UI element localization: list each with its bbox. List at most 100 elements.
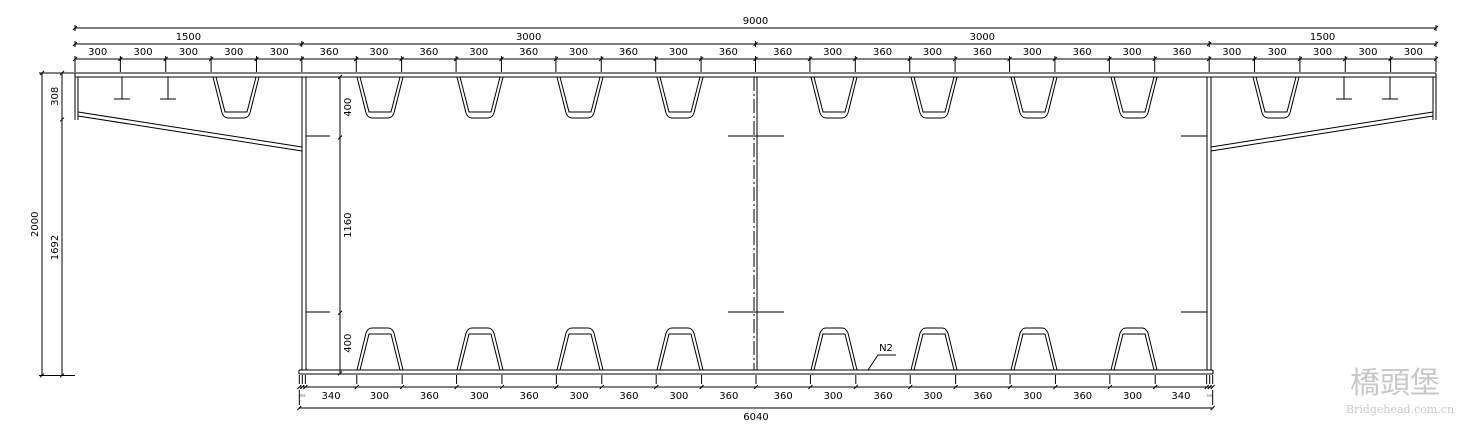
dim-tick [699,384,704,390]
dim-label: 1500 [1310,32,1335,43]
dim-tick [753,384,759,390]
dim-label: 308 [50,87,61,106]
dim-tick [907,384,913,390]
dim-label: 300 [88,47,107,58]
dim-label: 400 [343,334,354,353]
dim-label: 300 [1123,391,1142,402]
dim-label: 360 [519,47,538,58]
dim-label: 300 [1404,47,1423,58]
dim-label: 300 [923,47,942,58]
dim-label: 20 [299,395,302,398]
dim-tick [299,384,305,390]
dim-tick [599,384,605,390]
u-rib [656,76,704,119]
dim-label: 300 [923,391,942,402]
dim-label: 360 [774,391,793,402]
u-rib [556,327,604,371]
dim-label: 3000 [516,32,541,43]
dim-label: 300 [1313,47,1332,58]
dim-label: 300 [134,47,153,58]
dim-label: 300 [669,391,688,402]
dim-tick [953,384,958,390]
dim-label: 20 [1207,395,1210,398]
cantilever-bottom [1210,111,1434,148]
dim-label: 360 [1073,47,1092,58]
dim-label: 360 [420,391,439,402]
dim-tick [1210,405,1216,411]
u-rib [810,327,858,371]
dim-label: 300 [824,391,843,402]
u-rib [456,76,504,119]
watermark: 橋頭堡 [1350,366,1440,401]
dim-label: 360 [1073,391,1092,402]
dim-label: 300 [1023,47,1042,58]
dim-label: 340 [1171,391,1190,402]
dim-label: 300 [469,47,488,58]
u-rib [1252,76,1300,119]
dim-tick [59,373,65,378]
dim-tick [1210,384,1216,390]
dim-tick [499,384,505,390]
dim-tick [59,70,65,76]
dim-label: 300 [369,47,388,58]
dim-tick [337,310,343,316]
dim-label: 360 [619,391,638,402]
dim-tick [1053,384,1058,390]
dim-label: 9000 [743,16,768,27]
dim-label: 1160 [343,212,354,237]
dim-label: 360 [520,391,539,402]
u-rib [910,327,958,371]
watermark: Bridgehead.com.cn [1346,403,1454,416]
dim-label: 400 [343,98,354,117]
dim-label: 20 [1210,395,1213,398]
u-rib [356,327,404,371]
dim-label: 300 [224,47,243,58]
dim-label: 300 [370,391,389,402]
u-rib [1010,327,1058,371]
dim-label: 1692 [50,235,61,260]
u-rib [456,327,504,371]
dim-tick [59,117,65,122]
dim-label: 2000 [30,211,41,236]
dim-tick [1204,384,1209,390]
dim-label: 300 [823,47,842,58]
dim-tick [296,384,302,390]
dim-label: 360 [1172,47,1191,58]
cantilever-bottom [77,115,303,152]
leader [867,354,896,371]
dim-label: 300 [570,391,589,402]
dim-label: 300 [1122,47,1141,58]
dim-tick [296,405,302,411]
dim-tick [1152,384,1158,390]
u-rib [356,76,404,119]
dim-tick [337,74,343,80]
dim-label: 360 [719,391,738,402]
dim-label: 300 [669,47,688,58]
u-rib [1010,76,1058,119]
dim-label: 360 [419,47,438,58]
dim-tick [337,371,343,376]
cantilever-bottom [77,111,303,148]
dim-label: 20 [302,395,305,398]
dim-tick [354,384,360,390]
u-rib [556,76,604,119]
dim-label: 360 [719,47,738,58]
dim-label: 300 [1222,47,1241,58]
dim-tick [337,135,343,140]
dim-label: 360 [873,391,892,402]
dim-tick [1107,384,1113,390]
dim-label: 300 [1358,47,1377,58]
dim-tick [653,384,659,390]
dim-label: 360 [973,391,992,402]
u-rib [1110,327,1158,371]
dim-label: 300 [270,47,289,58]
dim-label: 300 [1268,47,1287,58]
dim-tick [454,384,459,390]
dim-tick [808,384,813,390]
dim-label: 360 [320,47,339,58]
dim-label: 300 [470,391,489,402]
dim-label: 1500 [176,32,201,43]
structure [74,72,1437,375]
u-rib [1110,76,1158,119]
